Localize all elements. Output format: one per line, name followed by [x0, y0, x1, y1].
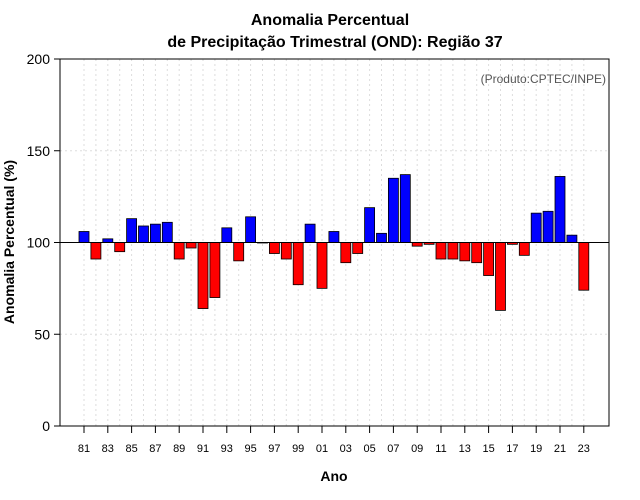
x-tick-label: 19 [530, 443, 542, 455]
chart-title: Anomalia Percentual [251, 12, 409, 29]
bar-1990 [185, 242, 197, 249]
bar-1984 [114, 242, 126, 253]
bar-1999 [292, 242, 304, 286]
x-tick-label: 11 [435, 443, 446, 455]
y-axis-label: Anomalia Percentual (%) [1, 160, 17, 324]
bar-2011 [435, 242, 447, 260]
bar-1983 [102, 238, 114, 243]
chart-subtitle: de Precipitação Trimestral (OND): Região… [167, 34, 502, 51]
bar-1992 [209, 242, 221, 298]
bar-1991 [197, 242, 209, 309]
bar-1994 [233, 242, 245, 262]
x-tick-label: 87 [149, 443, 161, 455]
y-tick-label: 200 [27, 51, 51, 67]
bar-2013 [459, 242, 471, 262]
x-tick-label: 15 [482, 443, 494, 455]
bar-1987 [149, 223, 161, 243]
bar-2015 [483, 242, 495, 276]
bar-1993 [221, 227, 233, 243]
bar-2004 [352, 242, 364, 254]
x-tick-label: 97 [268, 443, 280, 455]
x-tick-label: 89 [173, 443, 185, 455]
x-tick-label: 01 [316, 443, 328, 455]
x-tick-label: 93 [221, 443, 233, 455]
bar-1986 [138, 225, 149, 243]
bar-2022 [566, 234, 578, 243]
y-tick-label: 0 [42, 418, 50, 434]
bar-2019 [530, 212, 542, 243]
y-axis: 0 50 100 150 200 [27, 51, 60, 434]
x-tick-label: 17 [506, 443, 518, 455]
bar-2006 [376, 232, 387, 243]
bar-series [78, 174, 590, 311]
x-tick-label: 85 [125, 443, 137, 455]
x-tick-label: 21 [554, 443, 566, 455]
bar-2016 [495, 242, 506, 311]
bar-2018 [518, 242, 530, 256]
bar-1981 [78, 231, 90, 243]
bar-1995 [245, 216, 257, 243]
bar-2002 [328, 231, 340, 243]
x-tick-label: 07 [387, 443, 399, 455]
bar-2000 [304, 223, 316, 243]
bar-2014 [471, 242, 483, 264]
bar-1988 [161, 221, 173, 243]
x-tick-label: 03 [340, 443, 352, 455]
bar-2005 [364, 207, 376, 243]
grid-lines [60, 58, 609, 427]
y-tick-label: 100 [27, 235, 51, 251]
x-tick-label: 05 [363, 443, 375, 455]
x-tick-label: 95 [244, 443, 256, 455]
bar-2012 [447, 242, 459, 260]
bar-2007 [387, 177, 399, 243]
bar-2008 [399, 174, 411, 243]
x-tick-label: 23 [578, 443, 590, 455]
x-axis-label: Ano [320, 468, 347, 484]
bar-1982 [90, 242, 102, 260]
bar-2003 [340, 242, 352, 264]
y-tick-label: 50 [34, 326, 50, 342]
x-tick-label: 91 [197, 443, 209, 455]
x-tick-label: 13 [459, 443, 471, 455]
bar-1998 [280, 242, 292, 260]
x-tick-label: 99 [292, 443, 304, 455]
x-tick-label: 81 [78, 443, 90, 455]
bar-2009 [411, 242, 423, 247]
bar-2021 [554, 176, 566, 243]
bar-2023 [578, 242, 590, 291]
bar-2020 [542, 210, 554, 243]
bar-2001 [316, 242, 328, 289]
bar-1997 [268, 242, 280, 254]
x-axis: 81 83 85 87 89 91 93 95 97 99 01 03 05 07 09 11 13 15 17 19… [78, 426, 590, 455]
bar-1989 [173, 242, 185, 260]
source-annotation: (Produto:CPTEC/INPE) [481, 72, 606, 86]
x-tick-label: 83 [102, 443, 114, 455]
x-tick-label: 09 [411, 443, 423, 455]
bar-1985 [126, 218, 137, 243]
y-tick-label: 150 [27, 143, 51, 159]
